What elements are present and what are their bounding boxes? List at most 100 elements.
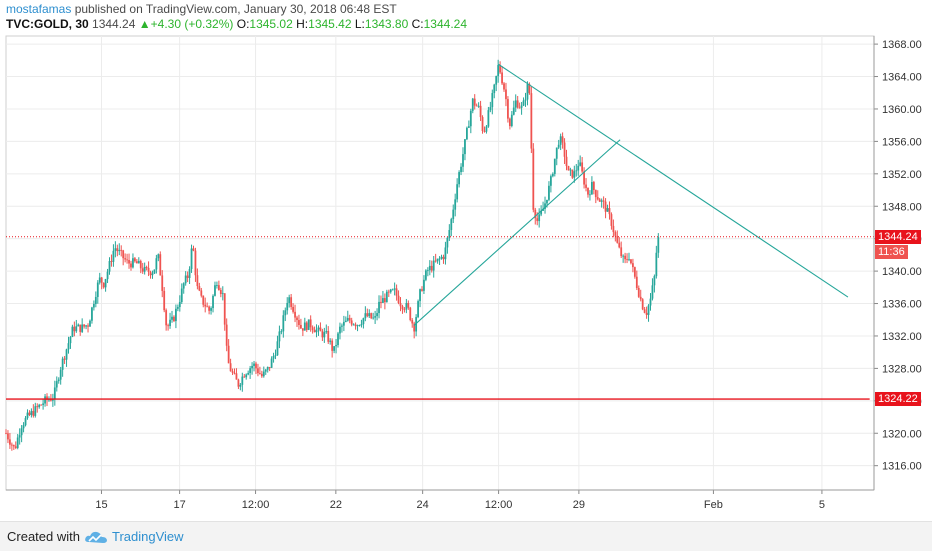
candle-body — [358, 325, 361, 326]
candle-body — [208, 306, 211, 311]
candle-body — [204, 304, 207, 307]
candle-body — [26, 412, 29, 419]
candle-body — [110, 261, 113, 262]
candle-body — [145, 266, 148, 268]
candle-body — [499, 65, 502, 73]
tradingview-brand-link[interactable]: TradingView — [112, 529, 184, 544]
candle-body — [307, 319, 310, 330]
candle-body — [579, 162, 582, 166]
drawings[interactable] — [6, 63, 874, 400]
candle-body — [518, 107, 521, 109]
candle-body — [272, 355, 275, 359]
descending-trendline[interactable] — [498, 63, 849, 298]
candle-body — [581, 162, 584, 172]
x-tick-label: 29 — [573, 499, 585, 511]
candle-body — [551, 173, 554, 177]
candle-body — [130, 263, 132, 268]
x-tick-label: Feb — [704, 499, 723, 511]
candle-body — [512, 107, 515, 115]
price-chart[interactable]: 1316.001320.001324.001328.001332.001336.… — [0, 0, 932, 521]
candle-body — [81, 324, 84, 332]
y-tick-label: 1360.00 — [882, 104, 922, 116]
candle-body — [63, 358, 66, 360]
candle-body — [395, 288, 398, 296]
candle-body — [235, 373, 238, 380]
y-tick-label: 1332.00 — [882, 331, 922, 343]
candle-body — [489, 107, 492, 111]
author-link[interactable]: mostafamas — [6, 2, 72, 16]
candle-body — [436, 258, 439, 262]
candle-body — [360, 324, 363, 326]
candle-body — [618, 242, 621, 248]
candle-body — [241, 376, 244, 385]
candle-body — [471, 98, 474, 111]
candle-body — [366, 313, 369, 317]
candle-body — [323, 332, 326, 338]
candle-body — [94, 296, 97, 304]
candle-body — [331, 340, 334, 351]
candle-body — [401, 306, 404, 310]
candle-body — [268, 366, 271, 368]
candle-body — [561, 136, 564, 143]
candle-body — [77, 324, 80, 327]
candle-body — [407, 303, 410, 308]
candle-body — [559, 136, 562, 145]
candle-body — [546, 199, 548, 204]
candle-body — [141, 268, 144, 272]
candle-body — [641, 299, 644, 310]
candle-body — [274, 355, 277, 357]
candle-body — [368, 313, 371, 317]
candle-body — [346, 317, 349, 321]
candle-body — [221, 293, 224, 295]
candle-body — [587, 187, 589, 195]
tradingview-logo-icon[interactable] — [84, 529, 108, 545]
low-value: 1343.80 — [364, 17, 409, 31]
candle-body — [300, 324, 302, 329]
candle-body — [192, 248, 195, 251]
candle-body — [538, 214, 541, 222]
candle-body — [583, 171, 585, 185]
candle-body — [190, 248, 193, 270]
candle-body — [87, 325, 89, 327]
candle-body — [649, 298, 652, 306]
candle-body — [628, 259, 630, 261]
high-label: H: — [296, 17, 309, 31]
close-value: 1344.24 — [423, 17, 468, 31]
publish-line: mostafamas published on TradingView.com,… — [6, 2, 926, 17]
candle-body — [608, 208, 611, 215]
candle-body — [292, 306, 294, 312]
y-tick-label: 1368.00 — [882, 39, 922, 51]
ascending-trendline[interactable] — [413, 139, 621, 326]
candle-body — [614, 232, 617, 236]
candle-body — [409, 307, 412, 321]
candle-body — [557, 144, 560, 148]
candle-body — [464, 139, 466, 155]
candle-body — [491, 93, 494, 108]
candle-body — [339, 326, 341, 334]
candle-body — [456, 184, 459, 200]
candle-body — [225, 324, 228, 346]
candle-body — [544, 203, 546, 209]
candle-body — [446, 237, 449, 248]
up-triangle-icon: ▲ — [138, 17, 151, 31]
candle-body — [266, 366, 269, 370]
candle-body — [415, 317, 418, 332]
candle-body — [128, 260, 130, 264]
candle-body — [389, 289, 392, 293]
close-label: C: — [411, 17, 424, 31]
candle-body — [444, 247, 447, 260]
candle-body — [452, 209, 455, 220]
candle-body — [18, 435, 21, 438]
symbol-label[interactable]: TVC:GOLD, 30 — [6, 17, 89, 31]
candle-body — [40, 404, 43, 406]
x-tick-label: 5 — [819, 499, 825, 511]
candle-body — [217, 285, 220, 290]
candle-body — [227, 345, 230, 364]
candle-body — [5, 433, 7, 435]
candle-body — [243, 376, 246, 378]
candle-body — [73, 326, 76, 332]
candle-body — [362, 318, 365, 325]
candle-body — [497, 65, 500, 77]
candle-body — [397, 295, 400, 304]
candle-body — [305, 322, 308, 330]
